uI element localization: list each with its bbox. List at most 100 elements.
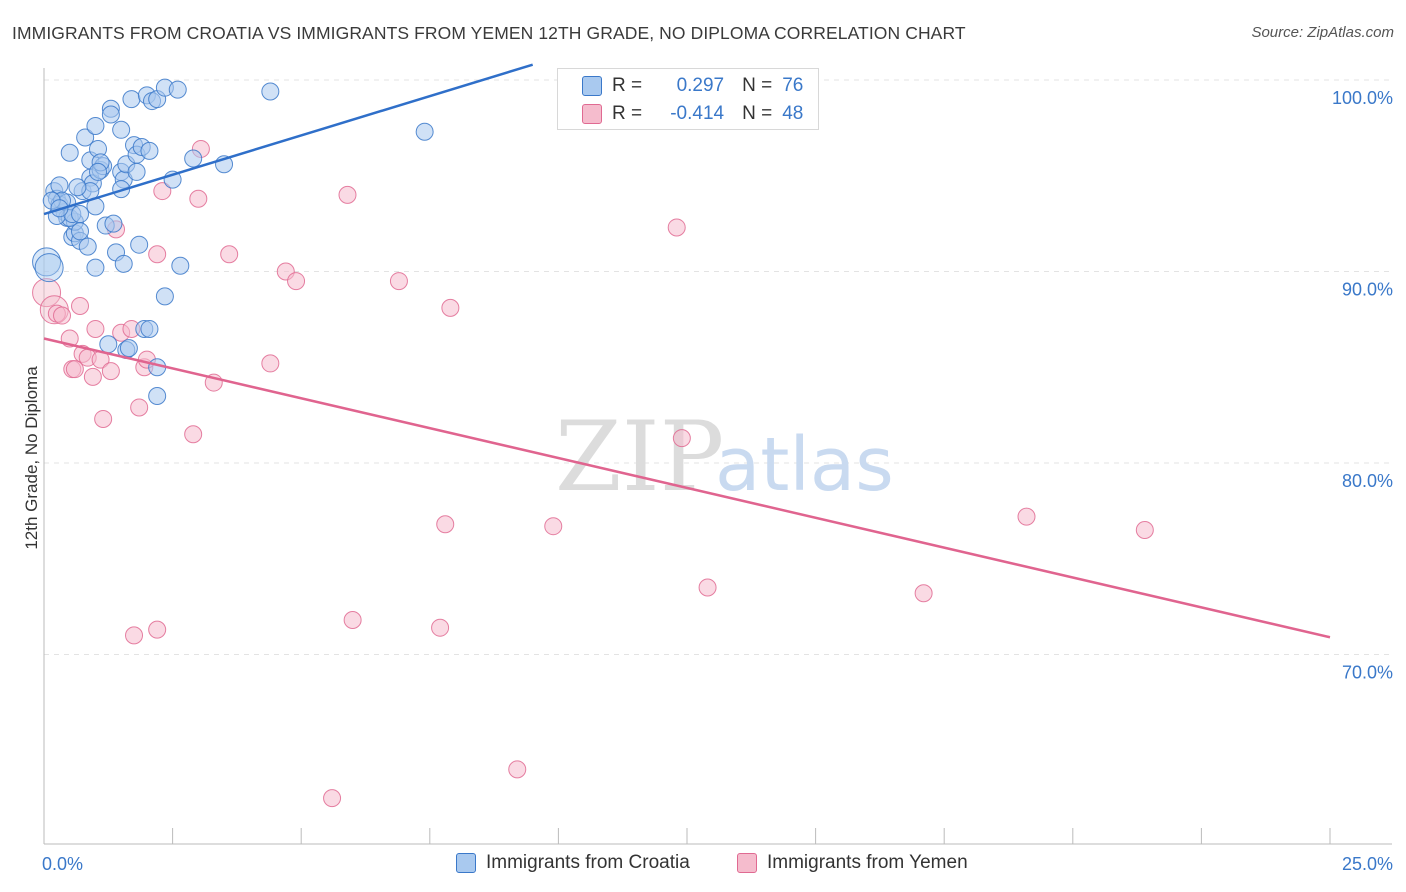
bottom-legend: Immigrants from Croatia Immigrants from …	[0, 852, 1406, 878]
series-croatia-points	[32, 71, 594, 405]
croatia-point	[140, 319, 159, 338]
croatia-point	[148, 386, 167, 405]
croatia-point	[68, 178, 87, 197]
series-yemen-points	[32, 139, 1154, 808]
croatia-r-label: R =	[612, 75, 643, 96]
croatia-point	[34, 253, 64, 283]
yemen-point	[125, 626, 144, 645]
croatia-point	[101, 105, 120, 124]
chart-title: IMMIGRANTS FROM CROATIA VS IMMIGRANTS FR…	[12, 23, 966, 43]
yemen-point	[189, 189, 208, 208]
yemen-point	[65, 360, 84, 379]
yemen-point	[94, 409, 113, 428]
croatia-trend-line	[43, 63, 534, 216]
croatia-point	[78, 237, 97, 256]
x-tick-label: 0.0%	[42, 854, 83, 874]
yemen-r-label: R =	[612, 103, 643, 124]
gridlines	[44, 79, 1392, 655]
y-tick-label: 100.0%	[1332, 88, 1393, 108]
croatia-point	[86, 116, 105, 135]
yemen-point	[1135, 521, 1154, 540]
croatia-point	[71, 205, 90, 224]
croatia-point	[127, 162, 146, 181]
watermark-zip: ZIP	[555, 401, 724, 513]
yemen-point	[436, 515, 455, 534]
legend-item-croatia: Immigrants from Croatia	[456, 852, 690, 874]
yemen-point	[338, 185, 357, 204]
croatia-n-value: 76	[782, 75, 804, 96]
croatia-point	[171, 256, 190, 275]
yemen-point	[667, 218, 686, 237]
croatia-r-value: 0.297	[676, 75, 725, 96]
yemen-point	[698, 578, 717, 597]
yemen-point	[71, 296, 90, 315]
croatia-point	[415, 122, 434, 141]
legend-swatch-croatia	[456, 853, 476, 873]
source-credit: Source: ZipAtlas.com	[1251, 24, 1394, 41]
croatia-point	[168, 80, 187, 99]
yemen-point	[544, 517, 563, 536]
yemen-point	[220, 245, 239, 264]
watermark-atlas: atlas	[715, 422, 894, 508]
y-tick-label: 90.0%	[1342, 280, 1393, 300]
croatia-point	[112, 120, 131, 139]
croatia-point	[261, 82, 280, 101]
croatia-point	[122, 90, 141, 109]
watermark: ZIP atlas	[555, 401, 894, 513]
legend-label-yemen: Immigrants from Yemen	[767, 852, 968, 873]
croatia-point	[32, 247, 62, 277]
yemen-point	[148, 245, 167, 264]
legend-label-croatia: Immigrants from Croatia	[486, 852, 690, 873]
y-tick-label: 80.0%	[1342, 471, 1393, 491]
yemen-point	[343, 611, 362, 630]
yemen-point	[287, 272, 306, 291]
trend-lines	[43, 63, 1331, 639]
yemen-trend-line	[43, 337, 1331, 639]
yemen-n-label: N =	[742, 103, 773, 124]
yemen-point	[441, 298, 460, 317]
yemen-point	[323, 789, 342, 808]
croatia-point	[99, 335, 118, 354]
yemen-point	[184, 425, 203, 444]
yemen-point	[508, 760, 527, 779]
x-tick-label: 25.0%	[1342, 854, 1393, 874]
yemen-point	[914, 584, 933, 603]
croatia-point	[119, 339, 138, 358]
croatia-point	[60, 143, 79, 162]
stats-legend: R = 0.297 N = 76 R = -0.414 N = 48	[557, 68, 819, 130]
yemen-r-value: -0.414	[670, 103, 725, 124]
y-tick-label: 70.0%	[1342, 663, 1393, 683]
yemen-point	[83, 367, 102, 386]
yemen-point	[261, 354, 280, 373]
yemen-point	[431, 618, 450, 637]
tick-labels: 70.0% 80.0% 90.0% 100.0% 0.0% 25.0%	[42, 88, 1393, 874]
yemen-point	[53, 306, 72, 325]
yemen-point	[101, 362, 120, 381]
croatia-point	[140, 141, 159, 160]
yemen-point	[86, 319, 105, 338]
croatia-n-label: N =	[742, 75, 773, 96]
yemen-n-value: 48	[782, 103, 804, 124]
croatia-point	[130, 235, 149, 254]
croatia-point	[86, 258, 105, 277]
croatia-point	[76, 128, 95, 147]
legend-swatch-yemen	[737, 853, 757, 873]
yemen-point	[672, 429, 691, 448]
yemen-point	[389, 272, 408, 291]
croatia-point	[114, 254, 133, 273]
yemen-point	[148, 620, 167, 639]
croatia-point	[104, 214, 123, 233]
y-axis-label: 12th Grade, No Diploma	[22, 366, 41, 550]
croatia-point	[155, 287, 174, 306]
croatia-point	[89, 162, 108, 181]
yemen-point	[32, 278, 62, 308]
legend-item-yemen: Immigrants from Yemen	[737, 852, 968, 874]
yemen-point	[1017, 507, 1036, 526]
yemen-point	[153, 182, 172, 201]
croatia-point	[50, 176, 69, 195]
yemen-point	[130, 398, 149, 417]
yemen-swatch	[582, 104, 602, 124]
croatia-swatch	[582, 76, 602, 96]
croatia-point	[184, 149, 203, 168]
